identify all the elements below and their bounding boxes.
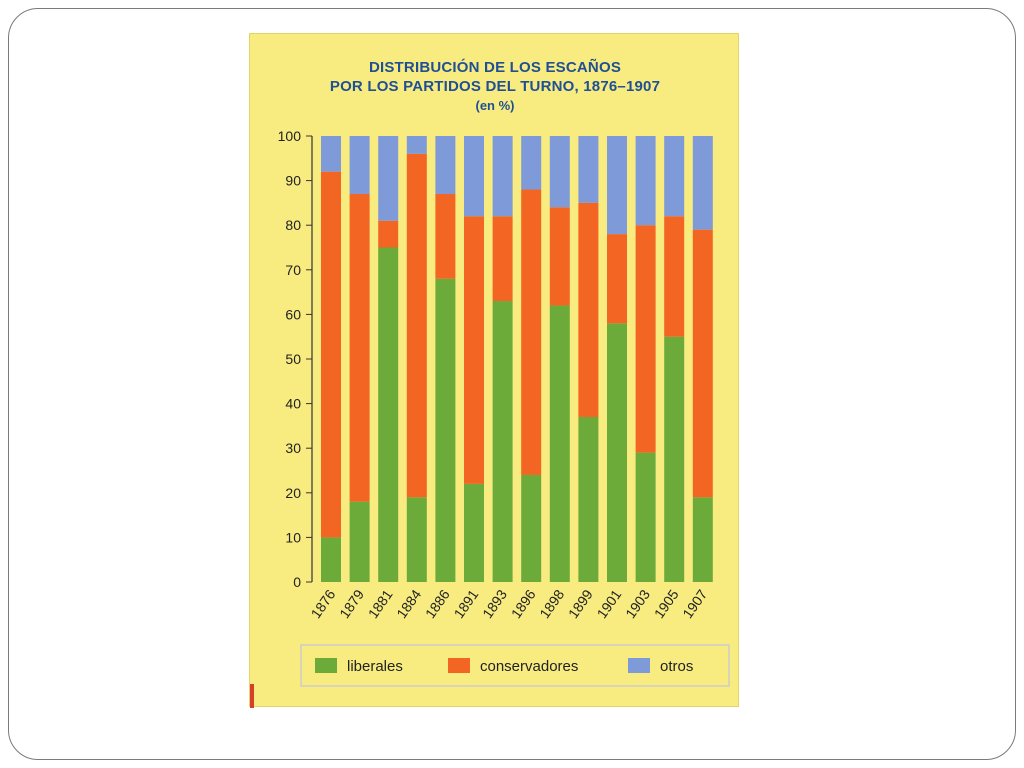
x-tick-label: 1901 bbox=[593, 586, 624, 621]
bar-conservadores-1891 bbox=[464, 216, 484, 484]
bar-liberales-1886 bbox=[435, 278, 456, 582]
y-tick-label: 90 bbox=[285, 173, 301, 189]
legend-label-otros: otros bbox=[660, 658, 693, 675]
chart-title-line-2: POR LOS PARTIDOS DEL TURNO, 1876–1907 bbox=[329, 78, 661, 95]
legend-label-liberales: liberales bbox=[347, 658, 403, 675]
y-tick-label: 10 bbox=[285, 529, 301, 545]
x-tick-label: 1898 bbox=[536, 586, 567, 621]
bar-otros-1881 bbox=[378, 136, 399, 221]
bar-liberales-1903 bbox=[635, 452, 656, 582]
chart-title: DISTRIBUCIÓN DE LOS ESCAÑOS bbox=[368, 59, 622, 76]
bar-otros-1893 bbox=[492, 136, 513, 217]
bar-liberales-1896 bbox=[521, 474, 542, 582]
x-tick-label: 1899 bbox=[565, 586, 596, 621]
bar-otros-1903 bbox=[635, 136, 656, 226]
y-tick-label: 80 bbox=[285, 217, 301, 233]
bar-otros-1896 bbox=[521, 136, 542, 190]
bar-conservadores-1907 bbox=[692, 229, 713, 498]
x-tick-label: 1907 bbox=[679, 586, 710, 621]
legend-swatch-liberales bbox=[315, 658, 337, 673]
bar-otros-1884 bbox=[406, 136, 427, 154]
bar-conservadores-1899 bbox=[578, 202, 599, 417]
bar-otros-1905 bbox=[664, 136, 685, 217]
stacked-bar-chart: 0102030405060708090100187618791881188418… bbox=[278, 128, 730, 687]
y-tick-label: 60 bbox=[285, 306, 301, 322]
bar-liberales-1876 bbox=[321, 537, 341, 582]
bar-otros-1898 bbox=[549, 136, 570, 208]
legend-box bbox=[300, 644, 730, 687]
bar-liberales-1901 bbox=[607, 323, 627, 582]
x-tick-label: 1876 bbox=[307, 586, 338, 621]
y-tick-label: 100 bbox=[278, 128, 302, 144]
bar-conservadores-1905 bbox=[664, 216, 685, 337]
x-tick-label: 1893 bbox=[479, 586, 510, 621]
x-tick-label: 1886 bbox=[422, 586, 453, 621]
y-tick-label: 70 bbox=[285, 262, 301, 278]
bar-conservadores-1896 bbox=[521, 189, 542, 475]
bar-conservadores-1893 bbox=[492, 216, 513, 302]
bar-otros-1907 bbox=[692, 136, 713, 230]
bar-otros-1886 bbox=[435, 136, 456, 194]
bar-conservadores-1879 bbox=[349, 193, 370, 502]
bar-liberales-1905 bbox=[664, 336, 685, 582]
x-tick-label: 1903 bbox=[622, 586, 653, 621]
bar-otros-1876 bbox=[321, 136, 341, 172]
bar-otros-1891 bbox=[464, 136, 484, 217]
bar-conservadores-1901 bbox=[607, 234, 627, 324]
bar-conservadores-1898 bbox=[549, 207, 570, 306]
x-tick-label: 1891 bbox=[450, 586, 481, 621]
y-tick-label: 30 bbox=[285, 440, 301, 456]
bar-liberales-1879 bbox=[349, 501, 370, 582]
bar-conservadores-1876 bbox=[321, 171, 341, 538]
bar-conservadores-1884 bbox=[406, 153, 427, 498]
x-tick-label: 1884 bbox=[393, 586, 424, 621]
bar-otros-1899 bbox=[578, 136, 599, 203]
bar-liberales-1881 bbox=[378, 247, 399, 582]
y-tick-label: 0 bbox=[293, 574, 301, 590]
bar-otros-1901 bbox=[607, 136, 627, 235]
bar-conservadores-1886 bbox=[435, 193, 456, 279]
bar-conservadores-1903 bbox=[635, 225, 656, 453]
legend-swatch-conservadores bbox=[448, 658, 470, 673]
legend-label-conservadores: conservadores bbox=[480, 658, 578, 675]
chart-figure: DISTRIBUCIÓN DE LOS ESCAÑOS POR LOS PART… bbox=[249, 33, 739, 708]
x-tick-label: 1879 bbox=[336, 586, 367, 621]
bar-liberales-1893 bbox=[492, 301, 513, 582]
figure-edge-strip bbox=[250, 684, 254, 708]
bar-otros-1879 bbox=[349, 136, 370, 194]
x-tick-label: 1881 bbox=[365, 586, 396, 621]
y-tick-label: 20 bbox=[285, 485, 301, 501]
y-tick-label: 40 bbox=[285, 396, 301, 412]
legend-swatch-otros bbox=[628, 658, 650, 673]
bar-liberales-1899 bbox=[578, 416, 599, 582]
y-tick-label: 50 bbox=[285, 351, 301, 367]
bar-liberales-1884 bbox=[406, 497, 427, 582]
bar-liberales-1898 bbox=[549, 305, 570, 582]
bar-liberales-1891 bbox=[464, 483, 484, 582]
chart-subtitle: (en %) bbox=[475, 98, 515, 113]
bar-liberales-1907 bbox=[692, 497, 713, 582]
x-tick-label: 1905 bbox=[651, 586, 682, 621]
bar-conservadores-1881 bbox=[378, 220, 399, 248]
x-tick-label: 1896 bbox=[508, 586, 539, 621]
